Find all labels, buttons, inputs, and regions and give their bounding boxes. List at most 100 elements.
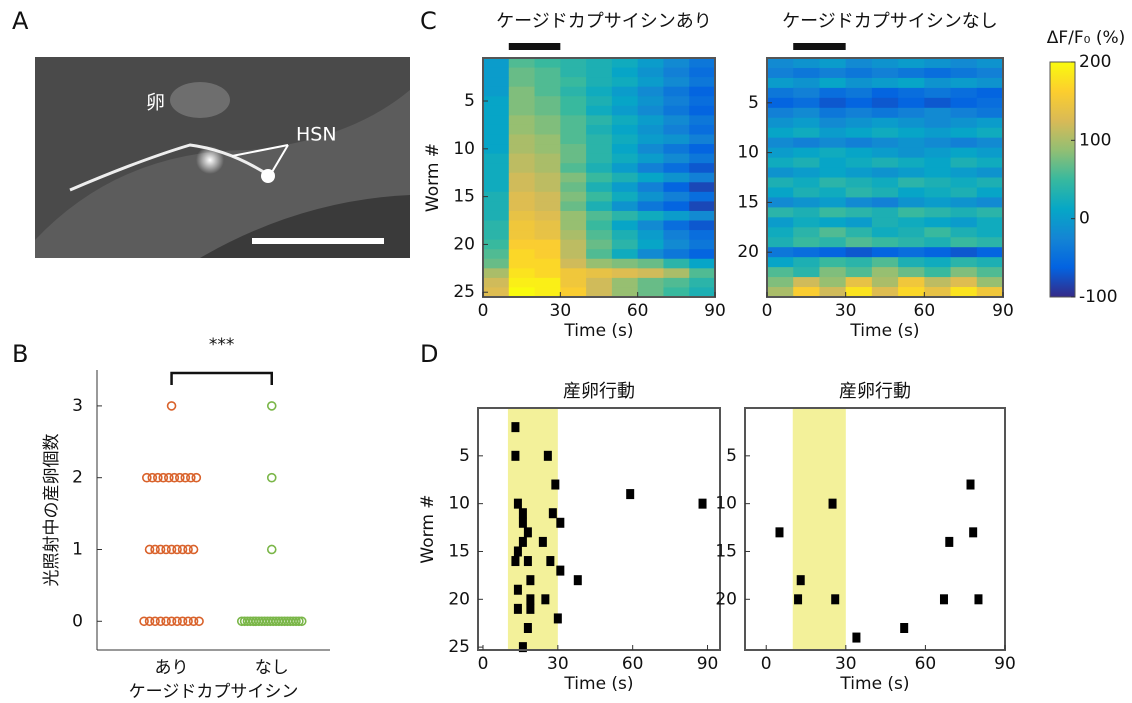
heat-cell [663, 249, 690, 260]
heat-cell [924, 227, 952, 238]
x-tick-label: 30 [835, 301, 857, 321]
heat-cell [871, 257, 899, 268]
dot [266, 472, 277, 483]
heat-cell [689, 96, 716, 107]
y-tick-label: 25 [453, 282, 475, 302]
heat-cell [560, 220, 587, 231]
dot [172, 616, 182, 627]
colorbar-tick-label: -100 [1079, 287, 1118, 307]
heat-cell [637, 134, 664, 145]
dot [169, 472, 180, 483]
stimulus-bar [793, 43, 846, 50]
pointer [231, 144, 289, 157]
heat-cell [483, 287, 510, 298]
heat-cell [560, 191, 587, 202]
heat-cell [976, 67, 1004, 79]
heat-cell [534, 77, 561, 88]
dot [172, 544, 182, 555]
panel-a: A 卵 HSN [12, 7, 410, 258]
y-tick-label: 10 [715, 494, 737, 514]
heat-cell [483, 77, 510, 88]
heat-cell [663, 77, 690, 88]
heat-cell [898, 58, 925, 69]
heat-cell [924, 97, 952, 109]
heat-cell [611, 86, 639, 97]
heat-cell [819, 157, 847, 169]
heat-cell [976, 237, 1004, 248]
heat-cell [819, 117, 847, 129]
heat-cell [483, 134, 510, 145]
heat-cell [611, 105, 639, 116]
heat-cell [898, 257, 925, 268]
heat-cell [534, 182, 561, 193]
dot [142, 472, 152, 483]
heat-cell [663, 58, 690, 69]
heat-cell [611, 230, 639, 241]
heat-cell [924, 177, 952, 188]
heat-cell [950, 227, 978, 238]
x-tick-label: 90 [994, 654, 1016, 674]
heat-cell [924, 207, 952, 218]
heat-cell [871, 97, 899, 109]
egg-event [969, 527, 978, 538]
heat-cell [663, 239, 690, 250]
heat-cell [871, 147, 899, 159]
y-tick-label: 15 [453, 187, 475, 207]
heat-cell [976, 287, 1004, 298]
panel-letter: D [420, 340, 438, 368]
egg [170, 82, 230, 118]
dot [291, 616, 301, 627]
colorbar-tick-label: 100 [1079, 130, 1111, 150]
heat-cell [898, 87, 925, 99]
heat-cell [793, 267, 820, 278]
heat-cell [637, 268, 664, 279]
heat-cell [637, 249, 664, 260]
panel-letter: C [420, 7, 437, 35]
heat-cell [560, 182, 587, 193]
x-axis-label: ケージドカプサイシン [129, 682, 299, 702]
heat-cell [819, 227, 847, 238]
heat-cell [508, 249, 536, 260]
heat-cell [689, 249, 716, 260]
heat-cell [950, 117, 978, 129]
egg-event [543, 450, 552, 461]
heat-cell [924, 137, 952, 149]
heat-cell [950, 287, 978, 298]
heat-cell [871, 137, 899, 149]
heat-cell [663, 163, 690, 174]
heat-cell [819, 107, 847, 119]
heat-cell [871, 277, 899, 288]
heat-cell [871, 217, 899, 228]
heat-cell [663, 105, 690, 116]
heat-cell [689, 134, 716, 145]
heat-cell [976, 97, 1004, 109]
heat-cell [793, 287, 820, 298]
x-tick-label: 60 [915, 654, 937, 674]
heat-cell [871, 77, 899, 89]
egg-event [526, 603, 535, 614]
heat-cell [483, 172, 510, 183]
heat-cell [663, 124, 690, 135]
heat-cell [637, 191, 664, 202]
heat-cell [793, 257, 820, 268]
heat-cell [508, 268, 536, 279]
heat-cell [819, 127, 847, 139]
heat-cell [637, 182, 664, 193]
heat-cell [663, 201, 690, 212]
heat-cell [950, 277, 978, 288]
heat-cell [793, 227, 820, 238]
heat-cell [689, 210, 716, 222]
heat-cell [871, 207, 899, 218]
egg-event [794, 594, 803, 605]
heat-cell [663, 182, 690, 193]
egg-event [828, 498, 837, 509]
heat-cell [586, 153, 613, 164]
heat-cell [611, 134, 639, 145]
egg-event [966, 479, 975, 490]
heat-cell [508, 153, 536, 164]
heat-cell [508, 277, 536, 288]
heat-cell [976, 247, 1004, 258]
heat-cell [793, 127, 820, 139]
y-tick-label: 10 [453, 139, 475, 159]
heat-cell [508, 239, 536, 250]
